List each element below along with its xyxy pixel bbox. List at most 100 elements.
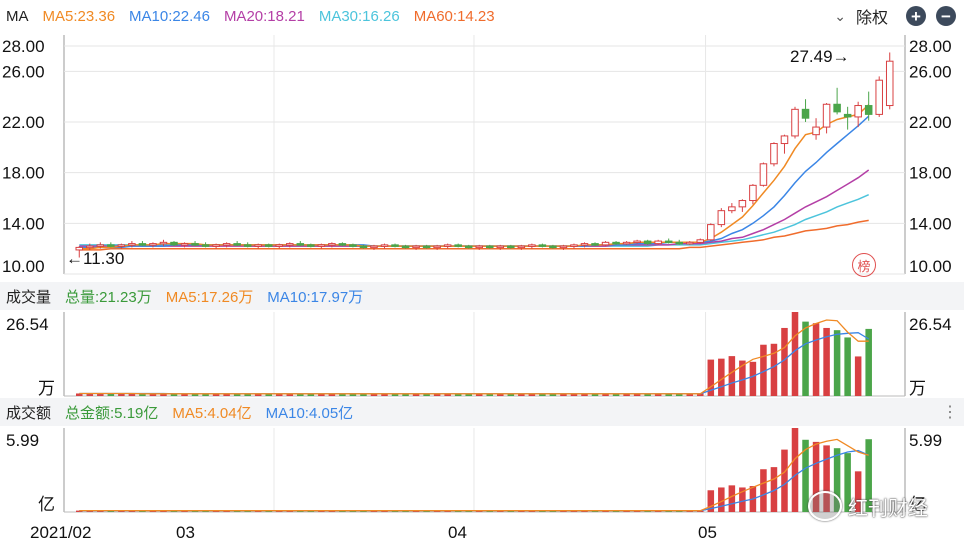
candle-body (201, 244, 210, 247)
candle-body (307, 244, 315, 247)
candle-body (128, 243, 136, 246)
amount-ma5: MA5:4.04亿 (172, 404, 252, 422)
candle-body (412, 245, 420, 249)
candle-body (696, 239, 705, 243)
volume-bar (254, 394, 262, 396)
amount-bar (97, 510, 104, 512)
candle-body (159, 241, 168, 245)
candle-body (317, 244, 326, 247)
volume-bar (444, 393, 451, 396)
volume-bar (307, 393, 315, 396)
volume-bar (475, 394, 483, 396)
volume-title[interactable]: 成交量 (6, 288, 52, 306)
amount-bar (286, 510, 294, 512)
candle-body (780, 135, 789, 145)
volume-total: 总量:21.23万 (65, 288, 152, 306)
volume-bar (118, 393, 125, 396)
candle-body (475, 245, 484, 249)
amount-bar (718, 487, 725, 512)
candle-body (580, 243, 589, 246)
amount-bar (212, 510, 220, 512)
candle-body (770, 143, 778, 165)
volume-bar (328, 394, 336, 396)
volume-bar (497, 394, 504, 396)
ma10-value: MA10:22.46 (129, 7, 210, 25)
x-tick-label: 04 (448, 523, 467, 542)
candle-body (591, 243, 599, 246)
amount-axis-unit-right: 亿 (909, 495, 926, 514)
candle-body (401, 245, 410, 249)
volume-bar (791, 312, 799, 396)
candle-body (328, 243, 336, 246)
volume-bar (749, 361, 757, 396)
ma5-line (79, 104, 870, 250)
volume-bar (181, 393, 188, 396)
candle-body (170, 241, 178, 246)
amount-bar (560, 510, 567, 512)
volume-bar (318, 393, 325, 396)
candle-body (749, 184, 757, 202)
candle-body (264, 244, 273, 247)
amount-bar (475, 510, 483, 512)
amount-bar (465, 510, 472, 512)
amount-axis-top-left: 5.99 (6, 431, 39, 450)
candle-body (275, 244, 284, 247)
amount-bar (444, 510, 451, 512)
candle-body (370, 245, 378, 249)
volume-bar (528, 393, 536, 396)
volume-bar (160, 393, 167, 396)
amount-title[interactable]: 成交额 (6, 404, 52, 422)
volume-bar (760, 344, 767, 396)
ranking-badge-icon[interactable]: 榜 (852, 253, 876, 277)
zoom-out-icon[interactable]: − (936, 6, 956, 26)
amount-bar (454, 510, 462, 512)
amount-bar (739, 487, 746, 512)
amount-bar (107, 510, 115, 512)
amount-bar (654, 510, 662, 512)
ma-legend-bar: MA MA5:23.36 MA10:22.46 MA20:18.21 MA30:… (0, 0, 964, 32)
candle-body (243, 244, 252, 247)
zoom-in-icon[interactable]: + (906, 6, 926, 26)
adjust-dropdown[interactable]: 除权 (855, 10, 888, 27)
ma30-value: MA30:16.26 (318, 7, 400, 25)
volume-bar (275, 394, 283, 396)
candle-body (717, 210, 726, 226)
volume-bar (149, 393, 157, 396)
amount-bar (539, 510, 546, 512)
candle-body (464, 245, 473, 249)
candle-body (212, 244, 220, 247)
amount-total: 总金额:5.19亿 (65, 404, 159, 422)
volume-bar (454, 394, 462, 396)
amount-bar (675, 510, 683, 512)
candle-body (107, 244, 115, 247)
amount-bar (623, 510, 630, 512)
amount-bar (823, 445, 830, 512)
volume-bar (286, 393, 294, 396)
volume-bar (139, 394, 146, 396)
candle-body (801, 108, 810, 119)
watermark-text: 红刊财经 (848, 497, 928, 520)
volume-bar (486, 393, 494, 396)
volume-bar (244, 393, 251, 396)
amount-legend-bar: 成交额 总金额:5.19亿 MA5:4.04亿 MA10:4.05亿 ⋮ (0, 398, 964, 426)
amount-bar (328, 510, 336, 512)
wechat-icon (808, 491, 842, 521)
x-tick-label: 2021/02 (30, 523, 91, 542)
candle-body (222, 243, 231, 246)
ma20-value: MA20:18.21 (223, 7, 305, 25)
chevron-down-icon[interactable]: ⌄ (834, 7, 846, 24)
candle-body (601, 241, 610, 246)
candle-body (422, 245, 431, 249)
volume-bar (781, 327, 788, 396)
volume-bar (402, 394, 409, 396)
amount-bar (370, 510, 378, 512)
candle-body (233, 243, 241, 246)
volume-bar (739, 360, 746, 396)
candle-body (675, 241, 683, 245)
volume-bar (391, 393, 399, 396)
more-options-icon[interactable]: ⋮ (942, 404, 958, 421)
amount-bar (707, 490, 715, 512)
amount-bar (812, 441, 820, 512)
candle-body (96, 244, 105, 247)
candle-body (549, 245, 557, 249)
